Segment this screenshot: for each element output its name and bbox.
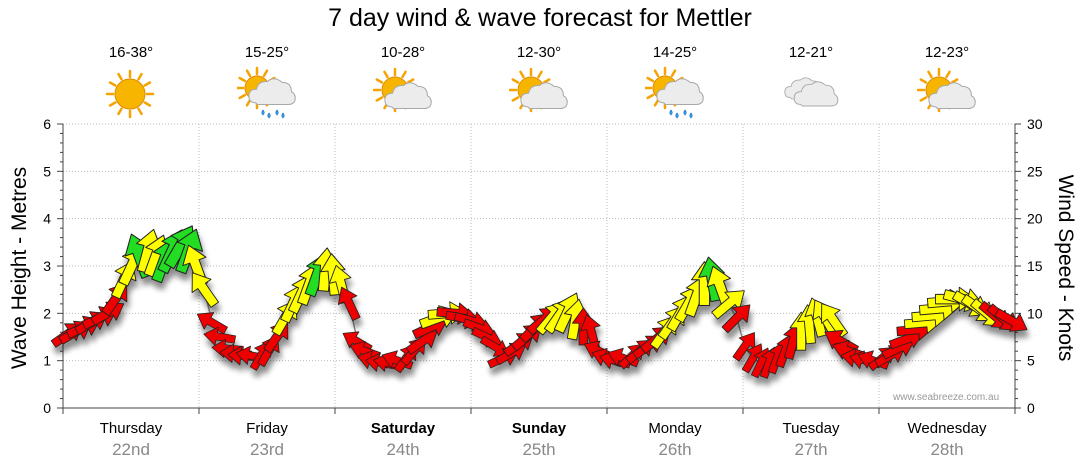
right-tick-label: 15 (1027, 258, 1043, 274)
cloud-shape (656, 78, 704, 106)
cloudy-icon (784, 77, 839, 107)
left-tick-label: 4 (43, 211, 51, 227)
sun-cloud-rain-icon (237, 66, 296, 119)
day-label: Monday 26th (607, 420, 743, 460)
day-weather: 12-21° (743, 42, 879, 122)
left-tick-label: 6 (43, 116, 51, 132)
temperature-range: 12-23° (924, 44, 970, 61)
wind-arrow (732, 332, 756, 362)
wind-arrows (50, 225, 1028, 379)
sun-cloud-icon (509, 67, 568, 113)
chart-title: 7 day wind & wave forecast for Mettler (328, 4, 752, 32)
temperature-range: 15-25° (244, 44, 290, 61)
day-label: Tuesday 27th (743, 420, 879, 460)
wind-arrow (711, 290, 745, 320)
day-weather: 15-25° (199, 42, 335, 122)
day-date: 25th (522, 440, 556, 459)
right-tick-label: 30 (1027, 116, 1043, 132)
sunny-icon (105, 69, 155, 119)
cloud-shape (520, 82, 568, 110)
raindrop-shape (689, 112, 693, 119)
day-weather: 12-30° (471, 42, 607, 122)
right-tick-label: 10 (1027, 305, 1043, 321)
raindrop-shape (267, 112, 271, 119)
right-tick-label: 5 (1027, 353, 1035, 369)
wind-arrow (821, 303, 849, 339)
day-date: 24th (386, 440, 420, 459)
sun-shape (105, 69, 155, 119)
day-label: Saturday 24th (335, 420, 471, 460)
day-name: Sunday (511, 420, 567, 437)
day-label: Thursday 22nd (63, 420, 199, 460)
cloud-shape (248, 78, 296, 106)
day-weather: 14-25° (607, 42, 743, 122)
day-weather: 16-38° (63, 42, 199, 122)
cloud-shape (928, 82, 976, 110)
day-label: Sunday 25th (471, 420, 607, 460)
wind-arrow (337, 286, 361, 321)
day-date: 27th (794, 440, 828, 459)
wind-arrow (203, 326, 236, 346)
temperature-range: 10-28° (380, 44, 426, 61)
day-weather: 12-23° (879, 42, 1015, 122)
raindrop-shape (261, 109, 265, 116)
day-date: 23rd (249, 440, 285, 459)
left-tick-label: 0 (43, 400, 51, 416)
left-tick-label: 1 (43, 353, 51, 369)
day-date: 22nd (112, 440, 150, 459)
day-name: Tuesday (782, 420, 840, 437)
raindrop-shape (281, 112, 285, 119)
right-axis-label: Wind Speed - Knots (1054, 174, 1077, 362)
day-name: Saturday (370, 420, 436, 437)
raindrop-shape (675, 112, 679, 119)
day-weather: 10-28° (335, 42, 471, 122)
temperature-range: 12-21° (788, 44, 834, 61)
sun-cloud-icon (917, 67, 976, 113)
raindrop-shape (275, 109, 279, 116)
day-name: Wednesday (907, 420, 987, 437)
sun-cloud-icon (373, 67, 432, 113)
day-name: Friday (246, 420, 288, 437)
watermark: www.seabreeze.com.au (893, 392, 1000, 403)
day-label: Friday 23rd (199, 420, 335, 460)
day-label: Wednesday 28th (879, 420, 1015, 460)
wind-arrow (349, 340, 381, 361)
daily-weather-strip: 16-38° 15-25° 10-28° 12-30° 14-25° 12-21° 12-2… (63, 42, 1015, 122)
right-tick-label: 20 (1027, 211, 1043, 227)
wind-arrow (994, 308, 1028, 332)
wind-arrow (721, 304, 751, 334)
chart-axes: 0 1 2 3 4 5 6 0 5 10 15 20 25 30 (43, 116, 1043, 416)
raindrop-shape (683, 109, 687, 116)
wind-arrow (191, 272, 219, 308)
temperature-range: 12-30° (516, 44, 562, 61)
raindrop-shape (669, 109, 673, 116)
day-date: 28th (930, 440, 964, 459)
left-tick-label: 5 (43, 163, 51, 179)
cloud-shape (384, 82, 432, 110)
sun-cloud-rain-icon (645, 66, 704, 119)
temperature-range: 14-25° (652, 44, 698, 61)
wind-arrow (196, 312, 228, 335)
wave-height-line (66, 246, 1012, 364)
day-name: Monday (648, 420, 702, 437)
day-name: Thursday (99, 420, 163, 437)
right-tick-label: 0 (1027, 400, 1035, 416)
left-tick-label: 3 (43, 258, 51, 274)
day-date: 26th (658, 440, 692, 459)
temperature-range: 16-38° (108, 44, 154, 61)
left-tick-label: 2 (43, 305, 51, 321)
left-axis-label: Wave Height - Metres (8, 166, 31, 370)
right-tick-label: 25 (1027, 163, 1043, 179)
cloud-shape (793, 81, 839, 107)
